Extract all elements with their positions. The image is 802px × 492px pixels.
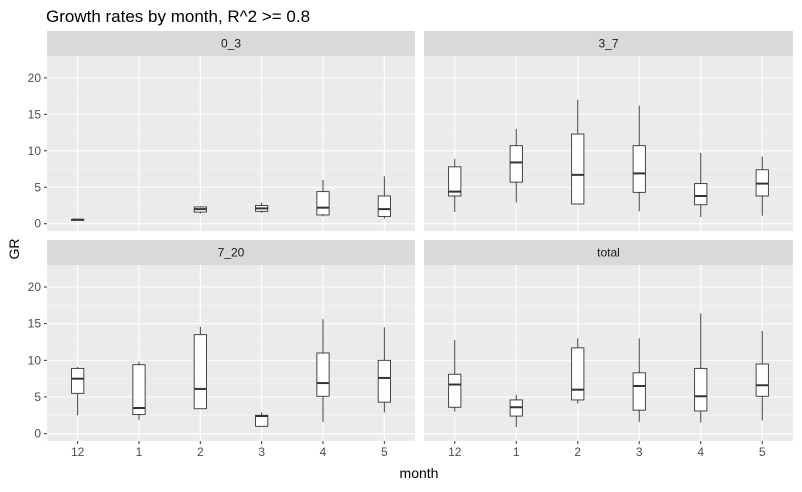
x-tick-label: 5 [759,445,766,459]
box-iqr [71,367,85,394]
y-tick-label: 10 [28,353,42,367]
box-iqr [448,373,462,408]
box-iqr [632,372,646,411]
box-7_20-12 [71,366,85,416]
y-tick-label: 5 [34,390,41,404]
y-tick-label: 20 [28,280,42,294]
panel-background [47,265,415,441]
facet-strip [47,31,415,56]
box-iqr [316,191,330,216]
box-0_3-5 [377,176,391,219]
y-tick-label: 15 [28,317,42,331]
box-total-1 [509,394,523,428]
box-iqr [755,363,769,397]
box-iqr [193,334,207,410]
x-tick-label: 2 [197,445,204,459]
box-0_3-2 [193,206,207,214]
box-3_7-12 [448,158,462,213]
box-iqr [377,359,391,403]
box-iqr [132,364,146,416]
panel-background [424,265,793,441]
box-0_3-12 [71,218,85,221]
box-iqr [316,352,330,397]
box-7_20-4 [316,319,330,422]
box-iqr [694,183,708,206]
x-tick-label: 5 [381,445,388,459]
x-tick-label: 3 [636,445,643,459]
box-iqr [571,347,585,401]
x-tick-label: 1 [136,445,143,459]
box-7_20-1 [132,361,146,420]
facet-strip [424,240,793,265]
facet-strip-label: 7_20 [218,246,245,260]
x-tick-label: 4 [697,445,704,459]
box-7_20-5 [377,327,391,413]
y-tick-label: 0 [34,427,41,441]
facet-strip-label: 0_3 [221,37,241,51]
box-iqr [509,145,523,183]
y-tick-label: 10 [28,144,42,158]
box-total-4 [694,313,708,423]
facet-strip [424,31,793,56]
facet-strip [47,240,415,265]
box-total-5 [755,331,769,421]
box-3_7-1 [509,128,523,203]
facet-strip-label: total [597,246,620,260]
chart-title: Growth rates by month, R^2 >= 0.8 [46,7,310,26]
box-total-2 [571,338,585,404]
box-iqr [448,166,462,197]
y-tick-label: 15 [28,107,42,121]
box-3_7-4 [694,152,708,218]
box-iqr [632,145,646,193]
box-total-3 [632,338,646,422]
x-tick-label: 1 [513,445,520,459]
box-0_3-3 [255,202,269,213]
box-3_7-3 [632,105,646,212]
box-iqr [694,367,708,412]
x-axis-label: month [400,465,439,481]
box-iqr [377,195,391,217]
box-3_7-2 [571,99,585,205]
box-7_20-3 [255,412,269,427]
y-tick-label: 0 [34,217,41,231]
x-tick-label: 4 [320,445,327,459]
panel-background [424,56,793,231]
box-total-12 [448,339,462,412]
facet-strip-label: 3_7 [598,37,618,51]
x-tick-label: 12 [448,445,462,459]
x-tick-label: 3 [258,445,265,459]
box-0_3-4 [316,179,330,217]
x-tick-label: 12 [71,445,85,459]
box-3_7-5 [755,156,769,216]
y-tick-label: 20 [28,71,42,85]
box-iqr [571,133,585,205]
panel-background [47,56,415,231]
box-7_20-2 [193,326,207,410]
y-tick-label: 5 [34,180,41,194]
y-axis-label: GR [6,239,22,260]
x-tick-label: 2 [574,445,581,459]
